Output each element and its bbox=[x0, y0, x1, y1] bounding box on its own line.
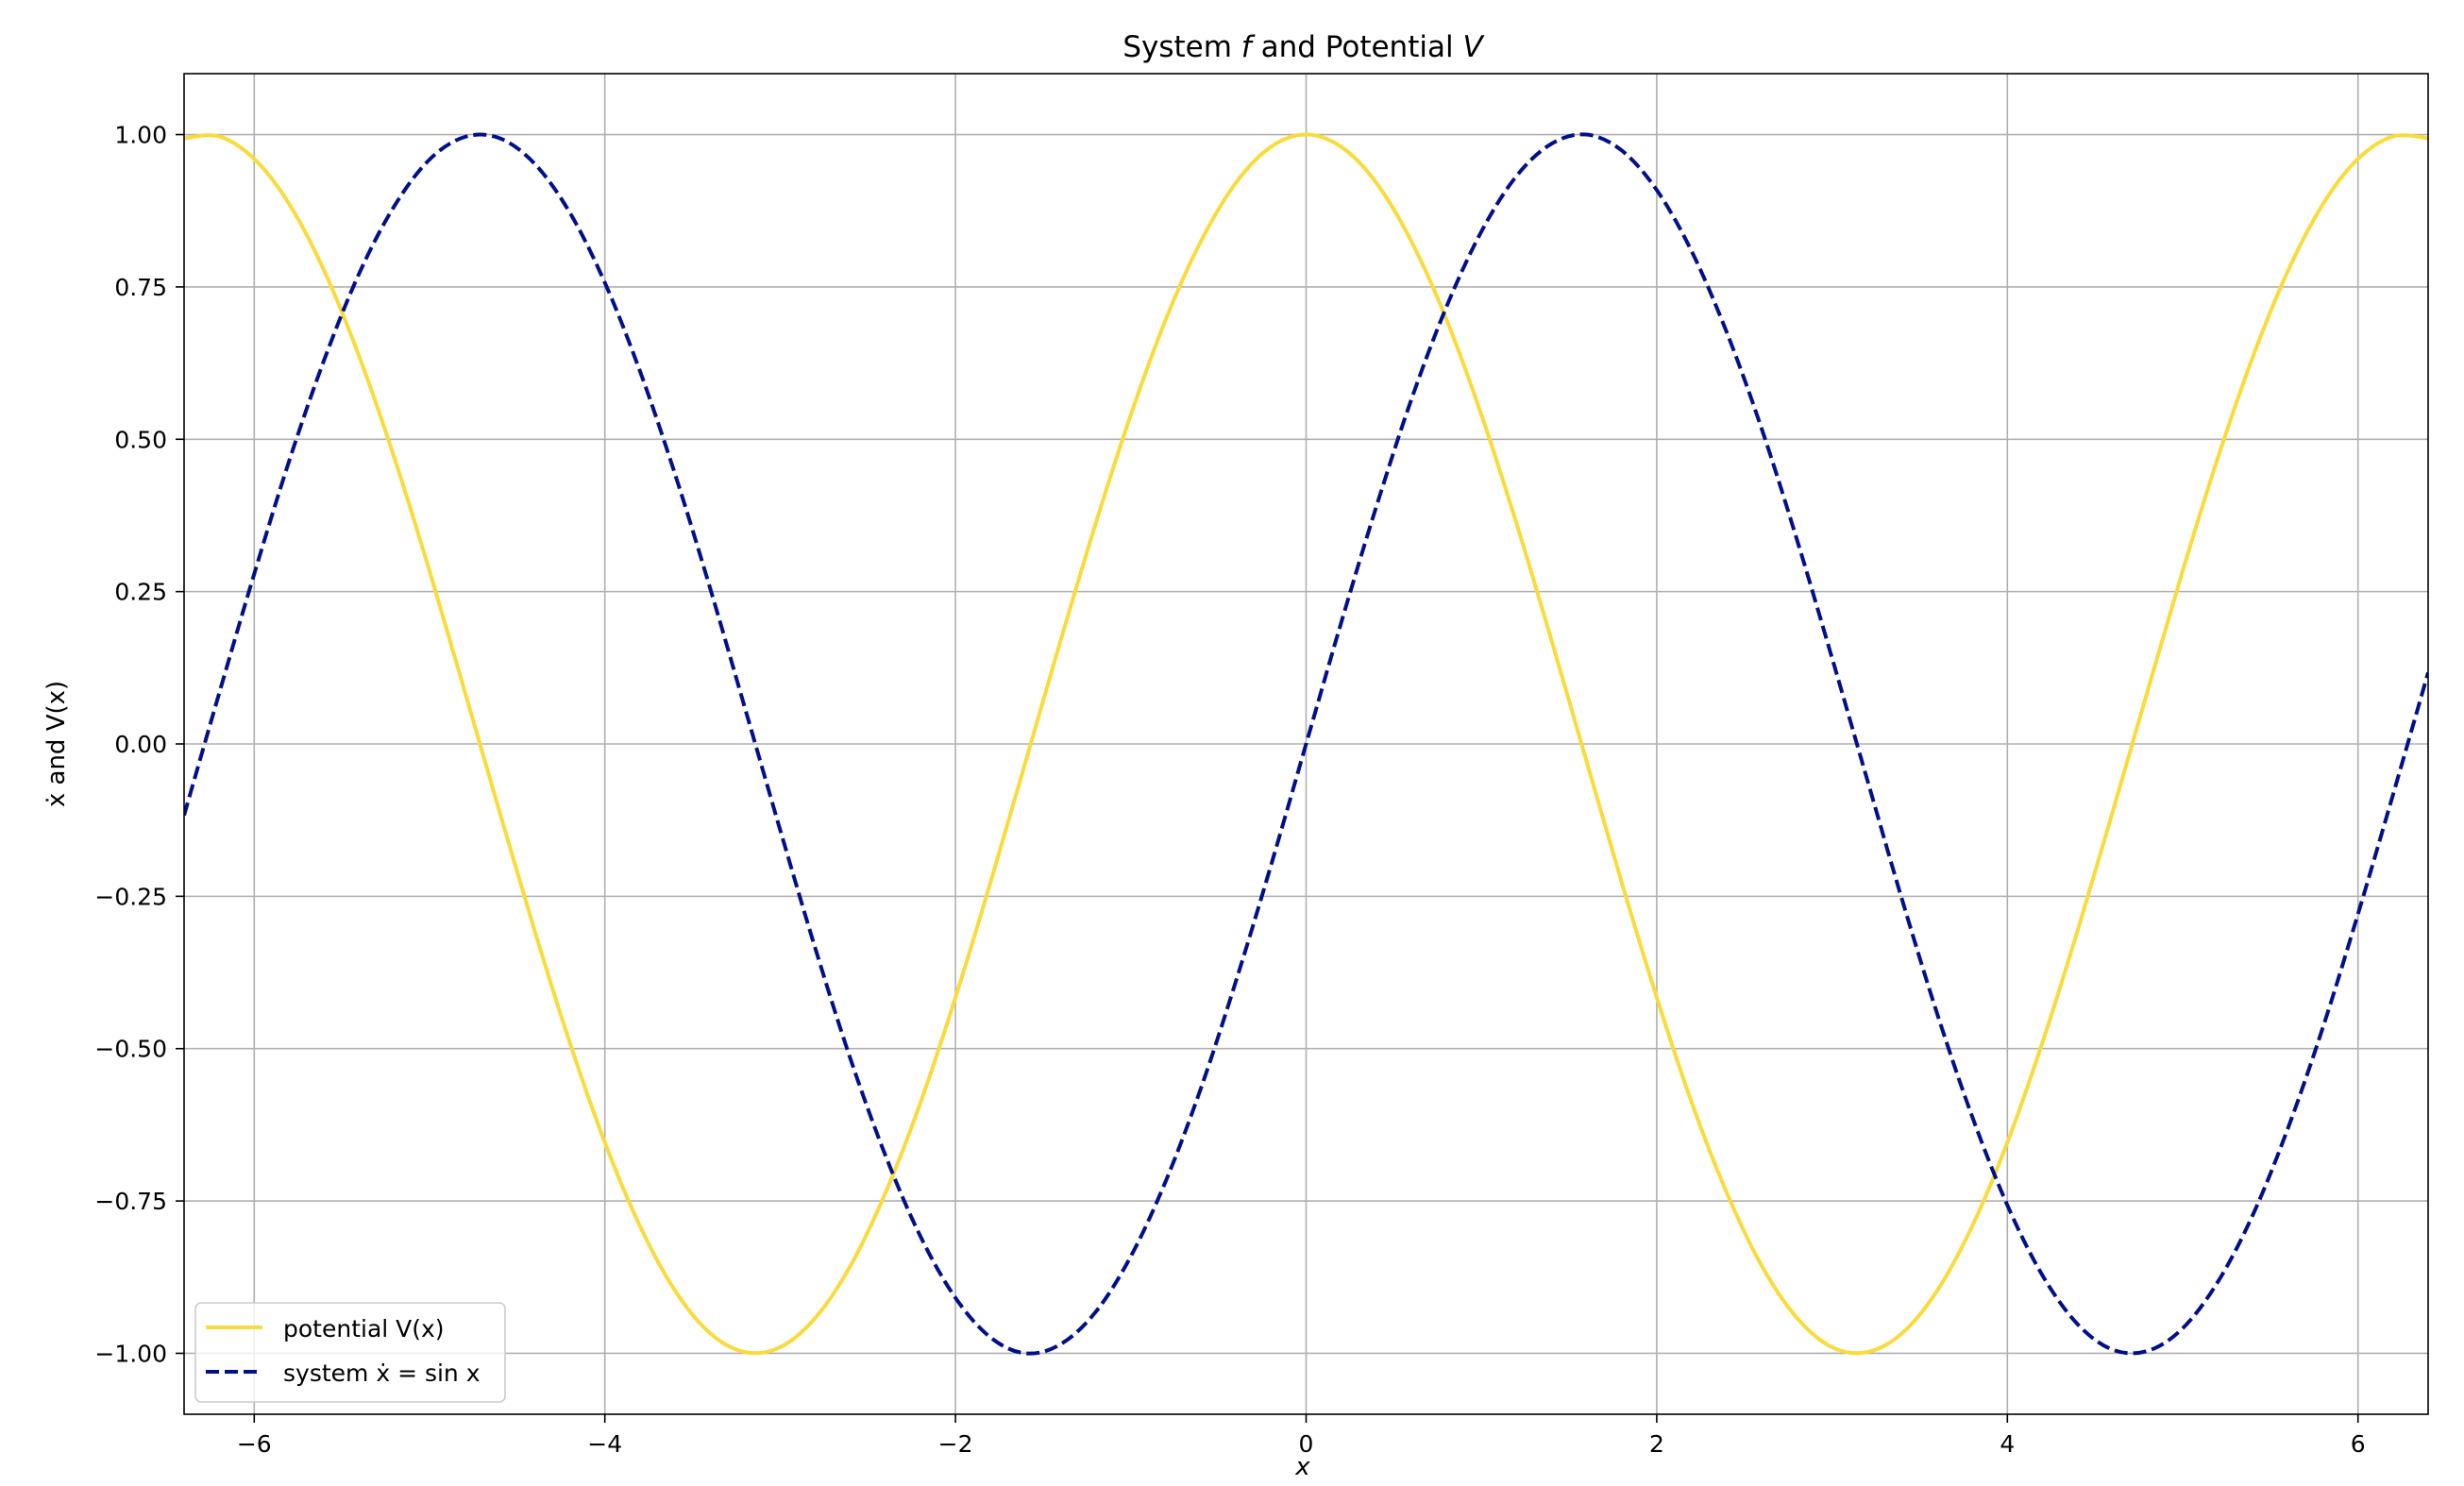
chart-title-word: Potential bbox=[1316, 30, 1454, 64]
y-tick-label: 0.00 bbox=[114, 731, 167, 758]
y-tick-label: −0.25 bbox=[94, 883, 167, 910]
y-tick-label: 0.50 bbox=[114, 426, 167, 453]
y-tick-label: −0.50 bbox=[94, 1036, 167, 1063]
chart-title-word: f bbox=[1232, 30, 1256, 64]
y-axis-label: ẋ and V(x) bbox=[42, 681, 71, 807]
legend-label-system: system ẋ = sin x bbox=[283, 1359, 481, 1387]
x-tick-label: 2 bbox=[1649, 1430, 1664, 1458]
y-tick-label: −1.00 bbox=[94, 1340, 167, 1367]
y-tick-label: 0.25 bbox=[114, 579, 167, 606]
y-tick-label: 1.00 bbox=[114, 122, 167, 149]
chart-title-word: and bbox=[1252, 30, 1316, 64]
x-axis-label: x bbox=[1294, 1453, 1310, 1481]
chart-title: System f and Potential V bbox=[1122, 30, 1485, 64]
y-tick-label: 0.75 bbox=[114, 274, 167, 301]
y-tick-label: −0.75 bbox=[94, 1188, 167, 1215]
x-tick-label: −2 bbox=[938, 1430, 973, 1458]
legend: potential V(x) system ẋ = sin x bbox=[194, 1302, 506, 1403]
series-system-line bbox=[184, 132, 2428, 1356]
x-tick-label: 0 bbox=[1299, 1430, 1314, 1458]
x-tick-label: −4 bbox=[587, 1430, 622, 1458]
grid bbox=[184, 74, 2428, 1414]
ticks: −6 −4 −2 0 2 4 6 −1.00 −0.75 −0.50 −0.25 0.00 0.25 0.… bbox=[94, 122, 2365, 1458]
chart-title-word: V bbox=[1454, 30, 1486, 64]
chart-title-word: System bbox=[1122, 30, 1232, 64]
legend-label-potential: potential V(x) bbox=[283, 1315, 445, 1342]
series-layer bbox=[184, 132, 2428, 1356]
x-tick-label: 6 bbox=[2351, 1430, 2366, 1458]
x-tick-label: 4 bbox=[2000, 1430, 2015, 1458]
x-tick-label: −6 bbox=[237, 1430, 272, 1458]
legend-box bbox=[194, 1302, 506, 1403]
series-potential-line bbox=[184, 132, 2428, 1356]
